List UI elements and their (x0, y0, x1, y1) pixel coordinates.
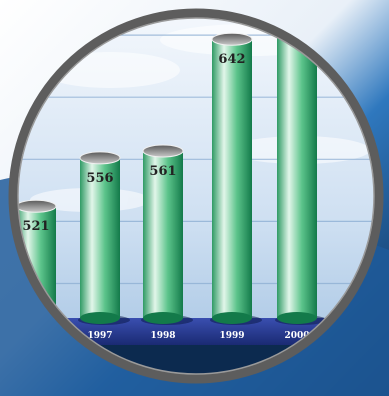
value-label-1997: 556 (86, 171, 113, 186)
bar-body (212, 39, 252, 319)
category-label-1998: 1998 (150, 331, 175, 341)
bar-cap (211, 32, 253, 46)
bar-cap (15, 199, 57, 213)
lens-ring-highlight (17, 17, 375, 375)
value-label-1996: 521 (22, 219, 49, 234)
bar-1999 (210, 32, 262, 325)
bar-base (277, 312, 317, 324)
value-label-1999: 642 (218, 52, 245, 67)
bar-1997 (78, 151, 130, 325)
value-label-1998: 561 (149, 164, 176, 179)
bar-body (277, 15, 317, 318)
bar-2000 (275, 15, 327, 325)
bar-base (212, 312, 252, 324)
bar-1998 (141, 144, 193, 325)
bar-cap (79, 151, 121, 165)
bar-body (143, 151, 183, 318)
gridlines (15, 34, 377, 285)
lens-ring (8, 8, 384, 384)
category-label-1997: 1997 (87, 331, 112, 341)
bar-cap (142, 144, 184, 158)
category-label-2000: 2000 (284, 331, 309, 341)
category-label-1999: 1999 (219, 331, 244, 341)
bar-base (143, 312, 183, 324)
bar-body (80, 157, 120, 318)
bar-base (80, 312, 120, 324)
